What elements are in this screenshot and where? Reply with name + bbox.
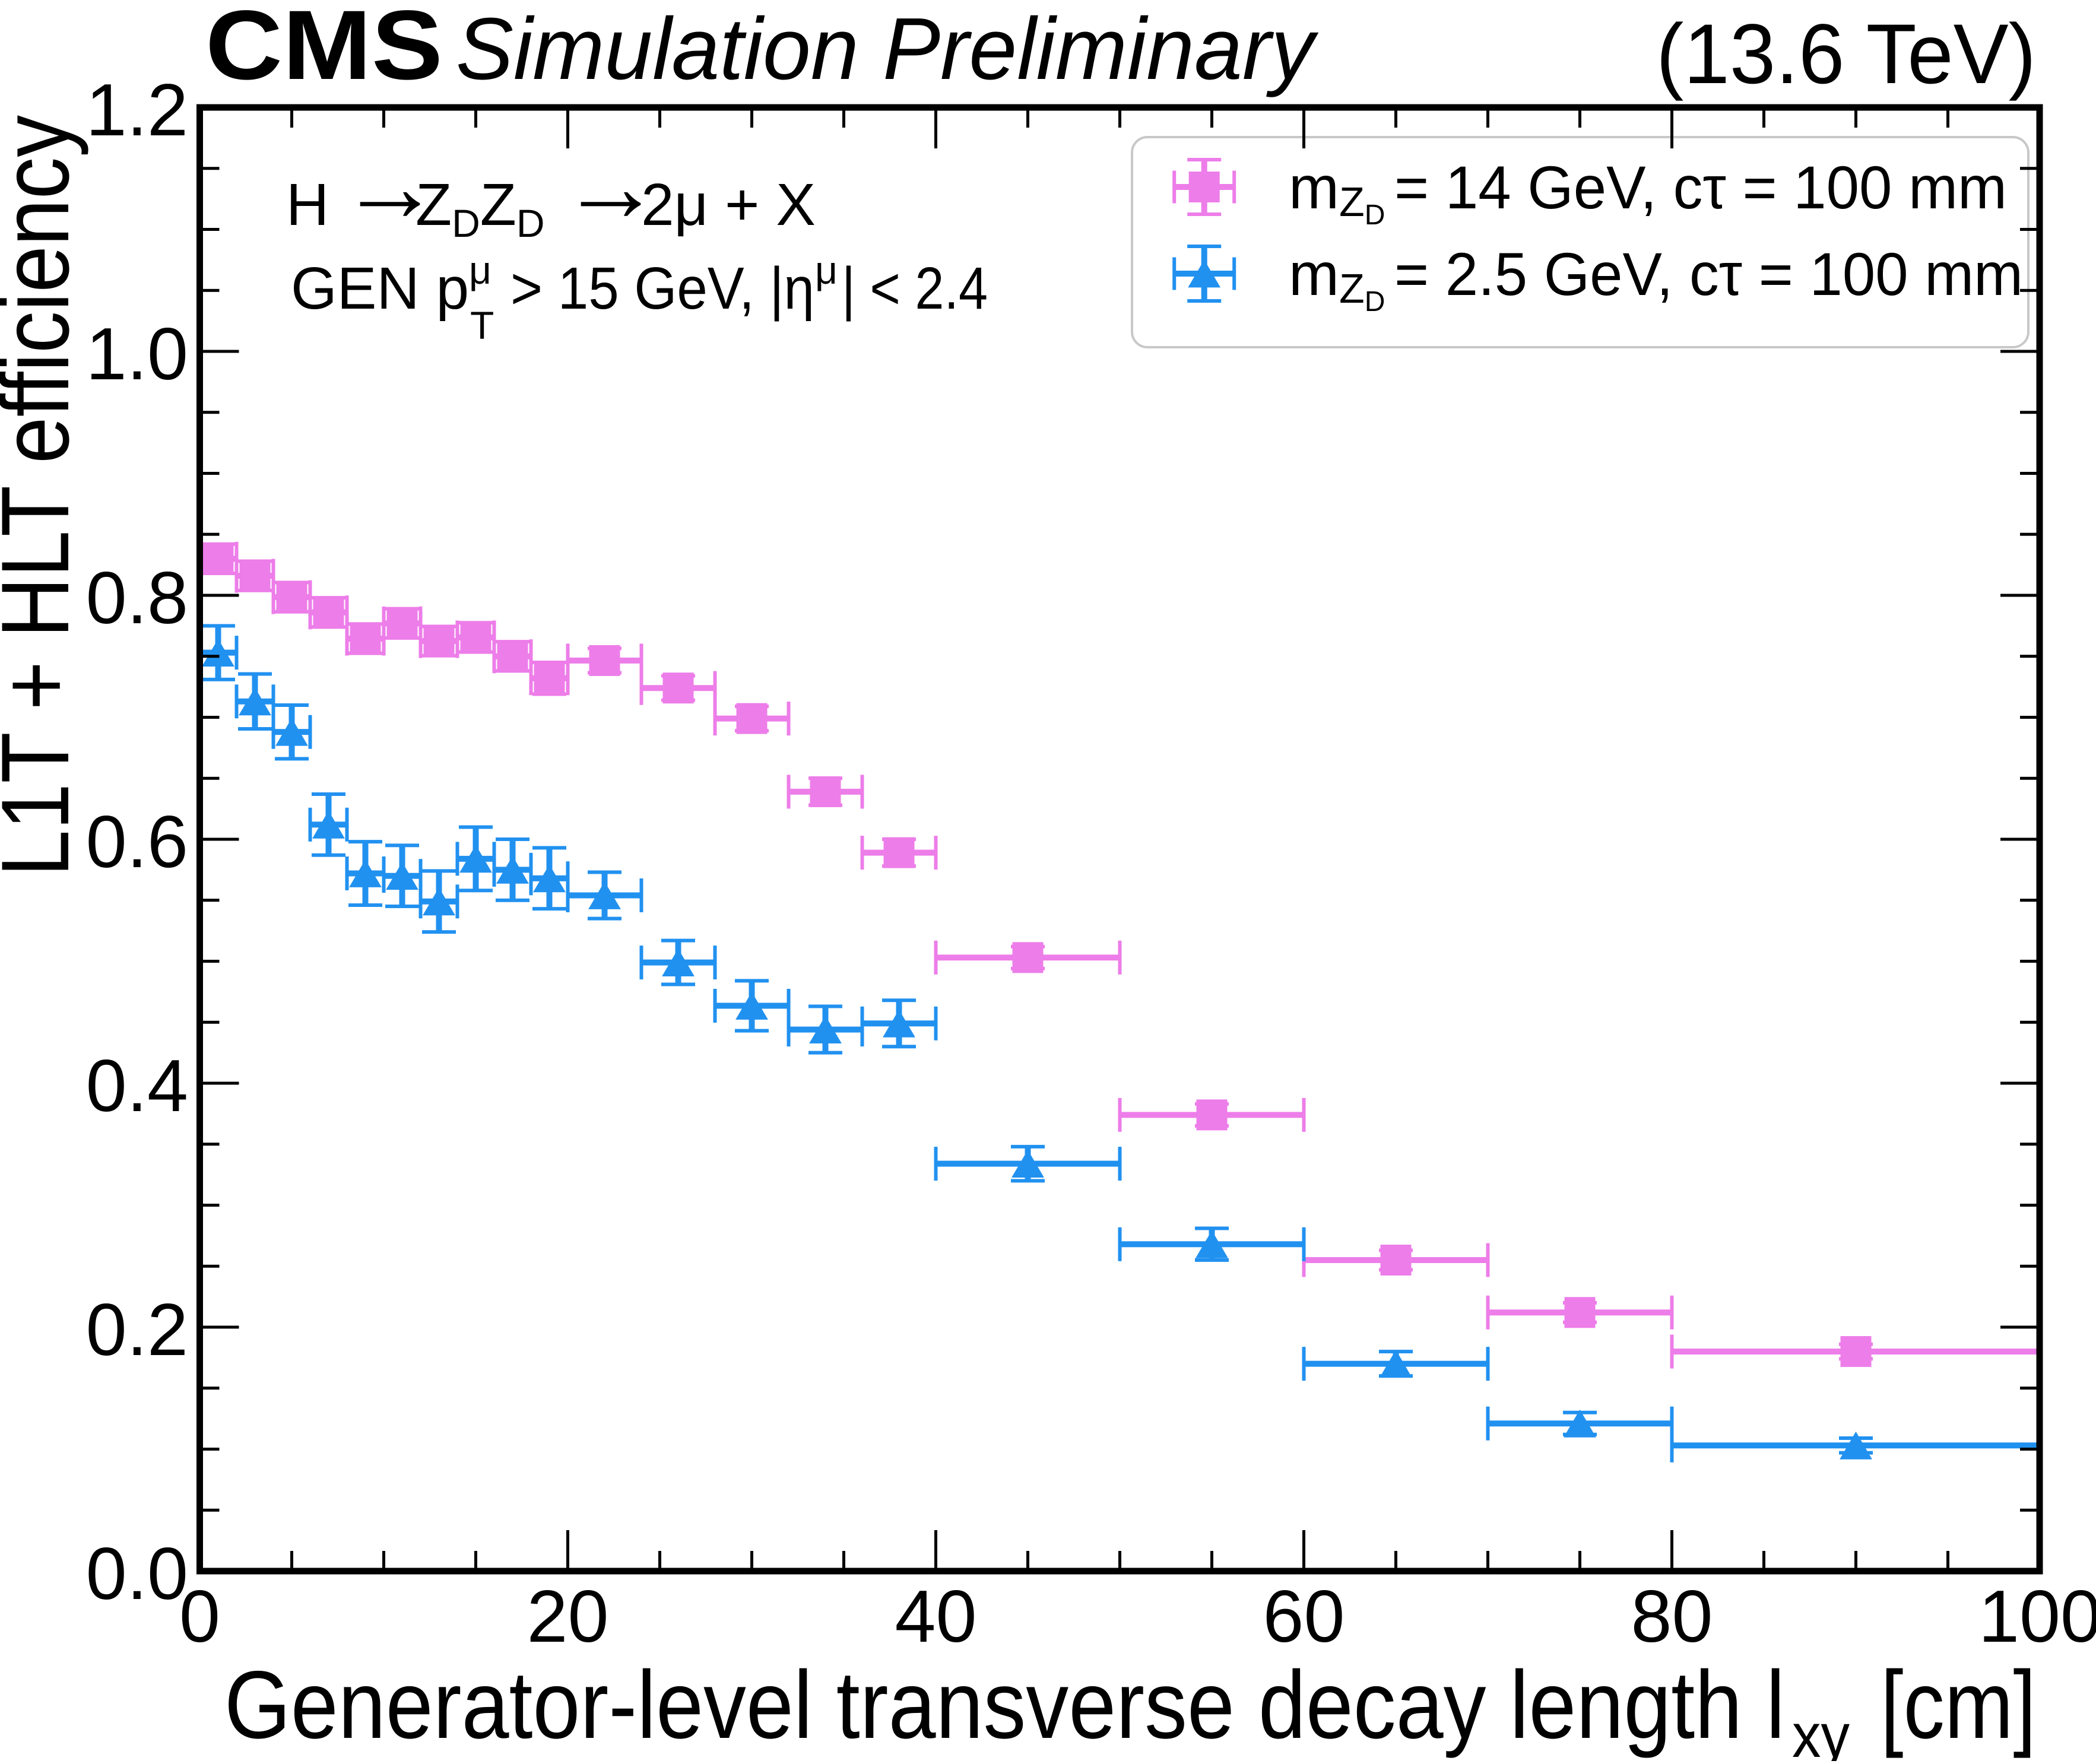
svg-text:| < 2.4: | < 2.4 <box>842 255 988 322</box>
svg-text:ZDZD: ZDZD <box>416 172 545 245</box>
svg-text:0.4: 0.4 <box>86 1045 188 1127</box>
svg-text:Generator-level transverse dec: Generator-level transverse decay length … <box>224 1651 1785 1759</box>
svg-text:80: 80 <box>1631 1576 1713 1658</box>
svg-text:60: 60 <box>1263 1576 1345 1658</box>
svg-text:= 14 GeV, cτ = 100 mm: = 14 GeV, cτ = 100 mm <box>1394 154 2007 221</box>
svg-text:100: 100 <box>1978 1576 2096 1658</box>
svg-text:1.2: 1.2 <box>86 69 188 151</box>
svg-text:0.2: 0.2 <box>86 1289 188 1371</box>
svg-text:0.8: 0.8 <box>86 557 188 639</box>
svg-text:H: H <box>286 172 329 238</box>
svg-text:CMS: CMS <box>205 0 443 100</box>
svg-text:μ: μ <box>815 248 838 292</box>
svg-text:0.6: 0.6 <box>86 801 188 883</box>
svg-text:1.0: 1.0 <box>86 313 188 395</box>
svg-text:= 2.5 GeV, cτ = 100 mm: = 2.5 GeV, cτ = 100 mm <box>1394 240 2023 308</box>
svg-text:→: → <box>560 130 661 243</box>
svg-text:> 15 GeV, |η: > 15 GeV, |η <box>510 255 814 322</box>
svg-text:20: 20 <box>527 1576 609 1658</box>
svg-text:40: 40 <box>895 1576 977 1658</box>
svg-text:0.0: 0.0 <box>86 1533 188 1615</box>
svg-text:Simulation Preliminary: Simulation Preliminary <box>456 0 1319 98</box>
svg-text:2μ + X: 2μ + X <box>641 172 816 238</box>
svg-text:[cm]: [cm] <box>1881 1651 2036 1759</box>
svg-text:L1T + HLT efficiency: L1T + HLT efficiency <box>0 115 89 877</box>
svg-text:(13.6 TeV): (13.6 TeV) <box>1656 7 2036 101</box>
svg-text:xy: xy <box>1792 1701 1850 1761</box>
svg-text:GEN p: GEN p <box>291 255 469 322</box>
svg-text:T: T <box>470 303 494 347</box>
svg-text:→: → <box>340 130 440 243</box>
svg-text:0: 0 <box>179 1576 220 1658</box>
svg-text:μ: μ <box>469 248 492 292</box>
